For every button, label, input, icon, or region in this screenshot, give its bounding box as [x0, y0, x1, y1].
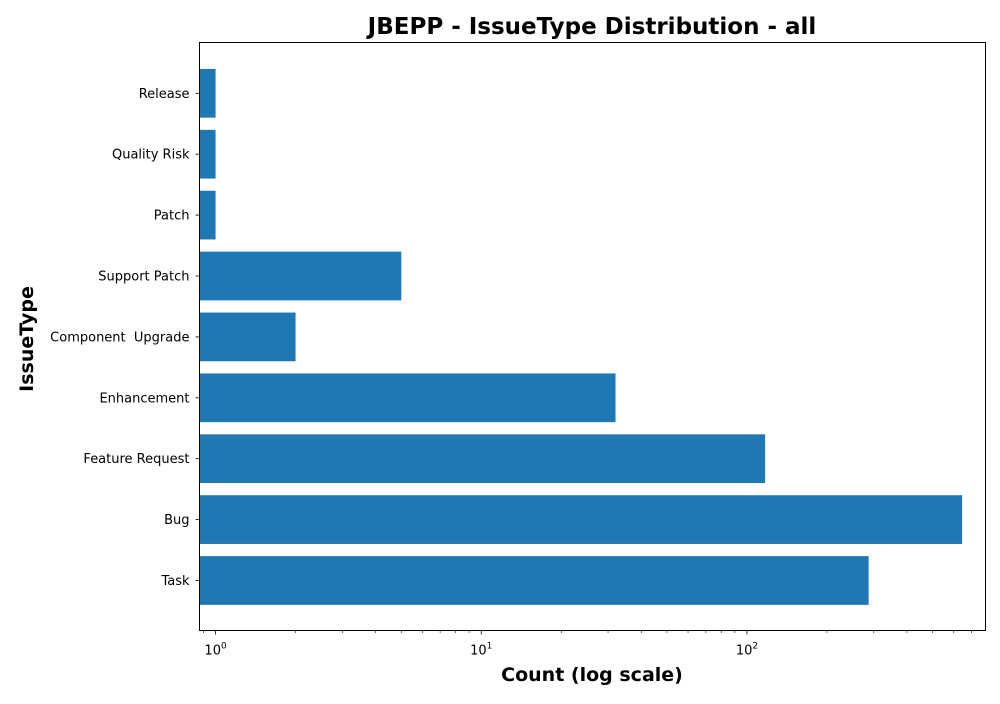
- x-tick-label: 100: [204, 642, 227, 659]
- y-tick-label: Quality Risk: [112, 148, 190, 163]
- y-tick-label: Enhancement: [99, 391, 189, 406]
- y-tick-label: Release: [139, 87, 190, 102]
- chart-title: JBEPP - IssueType Distribution - all: [366, 14, 817, 40]
- y-tick-label: Support Patch: [98, 270, 189, 285]
- x-ticks-layer: 100 101 102: [203, 630, 972, 659]
- y-tick-label: Feature Request: [83, 452, 189, 467]
- y-tick-label: Component Upgrade: [50, 330, 189, 345]
- bar: [199, 312, 296, 362]
- bar: [199, 129, 216, 179]
- bars-layer: [199, 68, 963, 605]
- x-tick-label: 102: [736, 642, 758, 659]
- y-ticks-layer: Task Bug Feature Request Enhancement Compone…: [50, 87, 200, 589]
- bar: [199, 190, 216, 240]
- plot-frame: [199, 42, 986, 631]
- bar: [199, 495, 963, 544]
- y-tick-label: Task: [160, 574, 190, 589]
- bar: [199, 373, 616, 423]
- x-tick-label: 101: [470, 642, 492, 659]
- y-tick-label: Patch: [154, 209, 190, 224]
- y-axis-label: IssueType: [16, 286, 38, 392]
- x-axis-label: Count (log scale): [501, 664, 683, 686]
- bar: [199, 251, 402, 301]
- bar: [199, 556, 869, 605]
- bar: [199, 68, 216, 118]
- bar: [199, 434, 766, 484]
- y-tick-label: Bug: [164, 513, 189, 528]
